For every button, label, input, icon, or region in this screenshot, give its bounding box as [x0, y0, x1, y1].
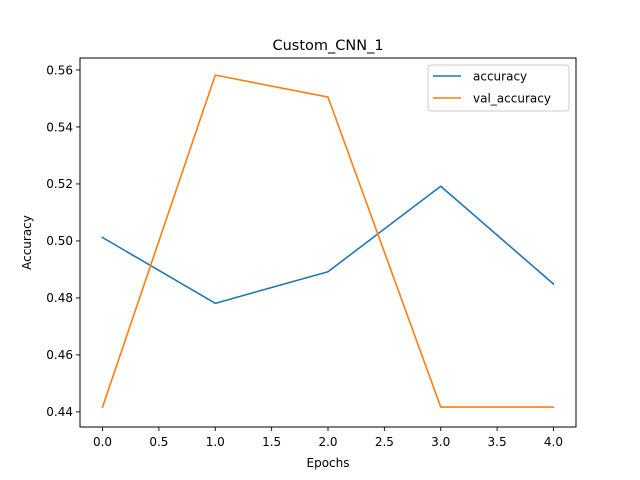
plot-area: 0.0 0.5 1.0 1.5 2.0 2.5 3.0 3.5 4.0 0.44 0.46 0.48 0… — [46, 63, 563, 449]
chart-title: Custom_CNN_1 — [272, 38, 383, 54]
x-tick-label: 1.5 — [262, 435, 281, 449]
x-tick-label: 4.0 — [544, 435, 563, 449]
legend-box — [427, 64, 570, 112]
series-line-val-accuracy — [101, 74, 555, 409]
legend: accuracy val_accuracy — [427, 64, 570, 112]
legend-label: accuracy — [473, 69, 527, 83]
y-tick-label: 0.46 — [46, 348, 73, 362]
y-tick-label: 0.44 — [46, 405, 73, 419]
y-tick-label: 0.52 — [46, 177, 73, 191]
x-tick-label: 0.5 — [149, 435, 168, 449]
x-tick-label: 1.0 — [206, 435, 225, 449]
x-axis-label: Epochs — [307, 456, 350, 470]
x-tick-label: 0.0 — [93, 435, 112, 449]
y-tick-label: 0.56 — [46, 63, 73, 77]
y-tick-label: 0.54 — [46, 120, 73, 134]
x-tick-label: 2.5 — [375, 435, 394, 449]
y-tick-label: 0.48 — [46, 291, 73, 305]
x-tick-label: 3.0 — [431, 435, 450, 449]
y-tick-label: 0.50 — [46, 234, 73, 248]
axes-frame — [79, 57, 577, 428]
x-tick-label: 3.5 — [488, 435, 507, 449]
legend-label: val_accuracy — [473, 91, 551, 105]
y-axis-label: Accuracy — [20, 215, 34, 270]
series-line-accuracy — [101, 185, 555, 305]
x-tick-label: 2.0 — [318, 435, 337, 449]
